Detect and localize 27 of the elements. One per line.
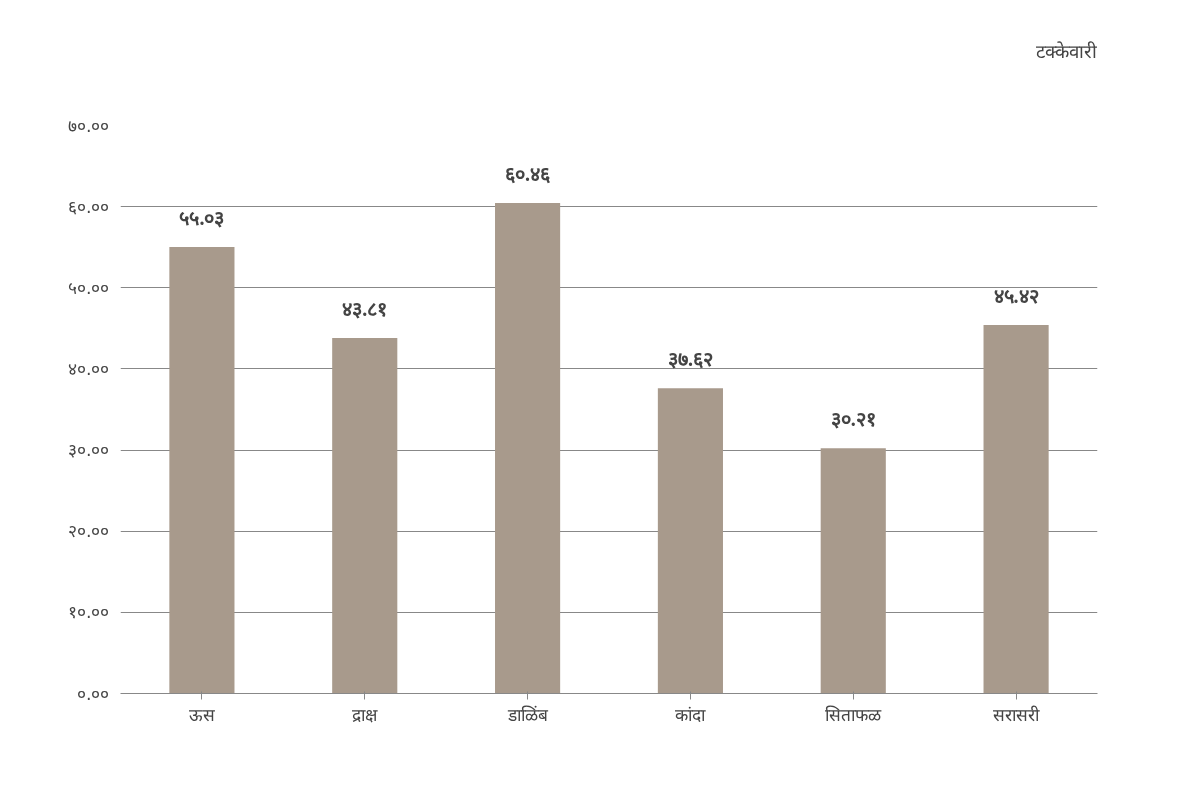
y-tick-label: ४०.०० xyxy=(67,358,110,379)
text: टक्केवारी xyxy=(1036,39,1097,63)
y-tick-label: ७०.०० xyxy=(67,115,110,136)
bar xyxy=(169,246,235,694)
x-tick-label: सिताफळ xyxy=(825,704,883,725)
y-tick-label: २०.०० xyxy=(67,521,110,542)
data-label: ५५.०३ xyxy=(179,206,225,229)
x-tick-label: डाळिंब xyxy=(506,704,549,725)
bar xyxy=(657,388,723,694)
bar xyxy=(332,338,398,694)
bar xyxy=(820,448,886,694)
x-tick-label: कांदा xyxy=(675,704,707,725)
y-tick-label: ५०.०० xyxy=(67,277,110,298)
x-tick-label: ऊस xyxy=(188,704,215,725)
data-label: ४५.४२ xyxy=(993,284,1039,307)
x-tick-label: सरासरी xyxy=(993,704,1041,725)
data-label: ३०.२१ xyxy=(830,408,876,431)
data-label: ६०.४६ xyxy=(505,162,552,185)
y-tick-label: १०.०० xyxy=(67,602,110,623)
data-label: ३७.६२ xyxy=(667,348,713,371)
y-tick-label: ६०.०० xyxy=(67,196,110,217)
x-tick-label: द्राक्ष xyxy=(352,704,379,725)
y-tick-label: ०.०० xyxy=(76,683,110,704)
bar xyxy=(983,324,1049,694)
data-label: ४३.८१ xyxy=(342,298,388,321)
y-tick-label: ३०.०० xyxy=(67,440,110,461)
bar xyxy=(495,202,561,694)
